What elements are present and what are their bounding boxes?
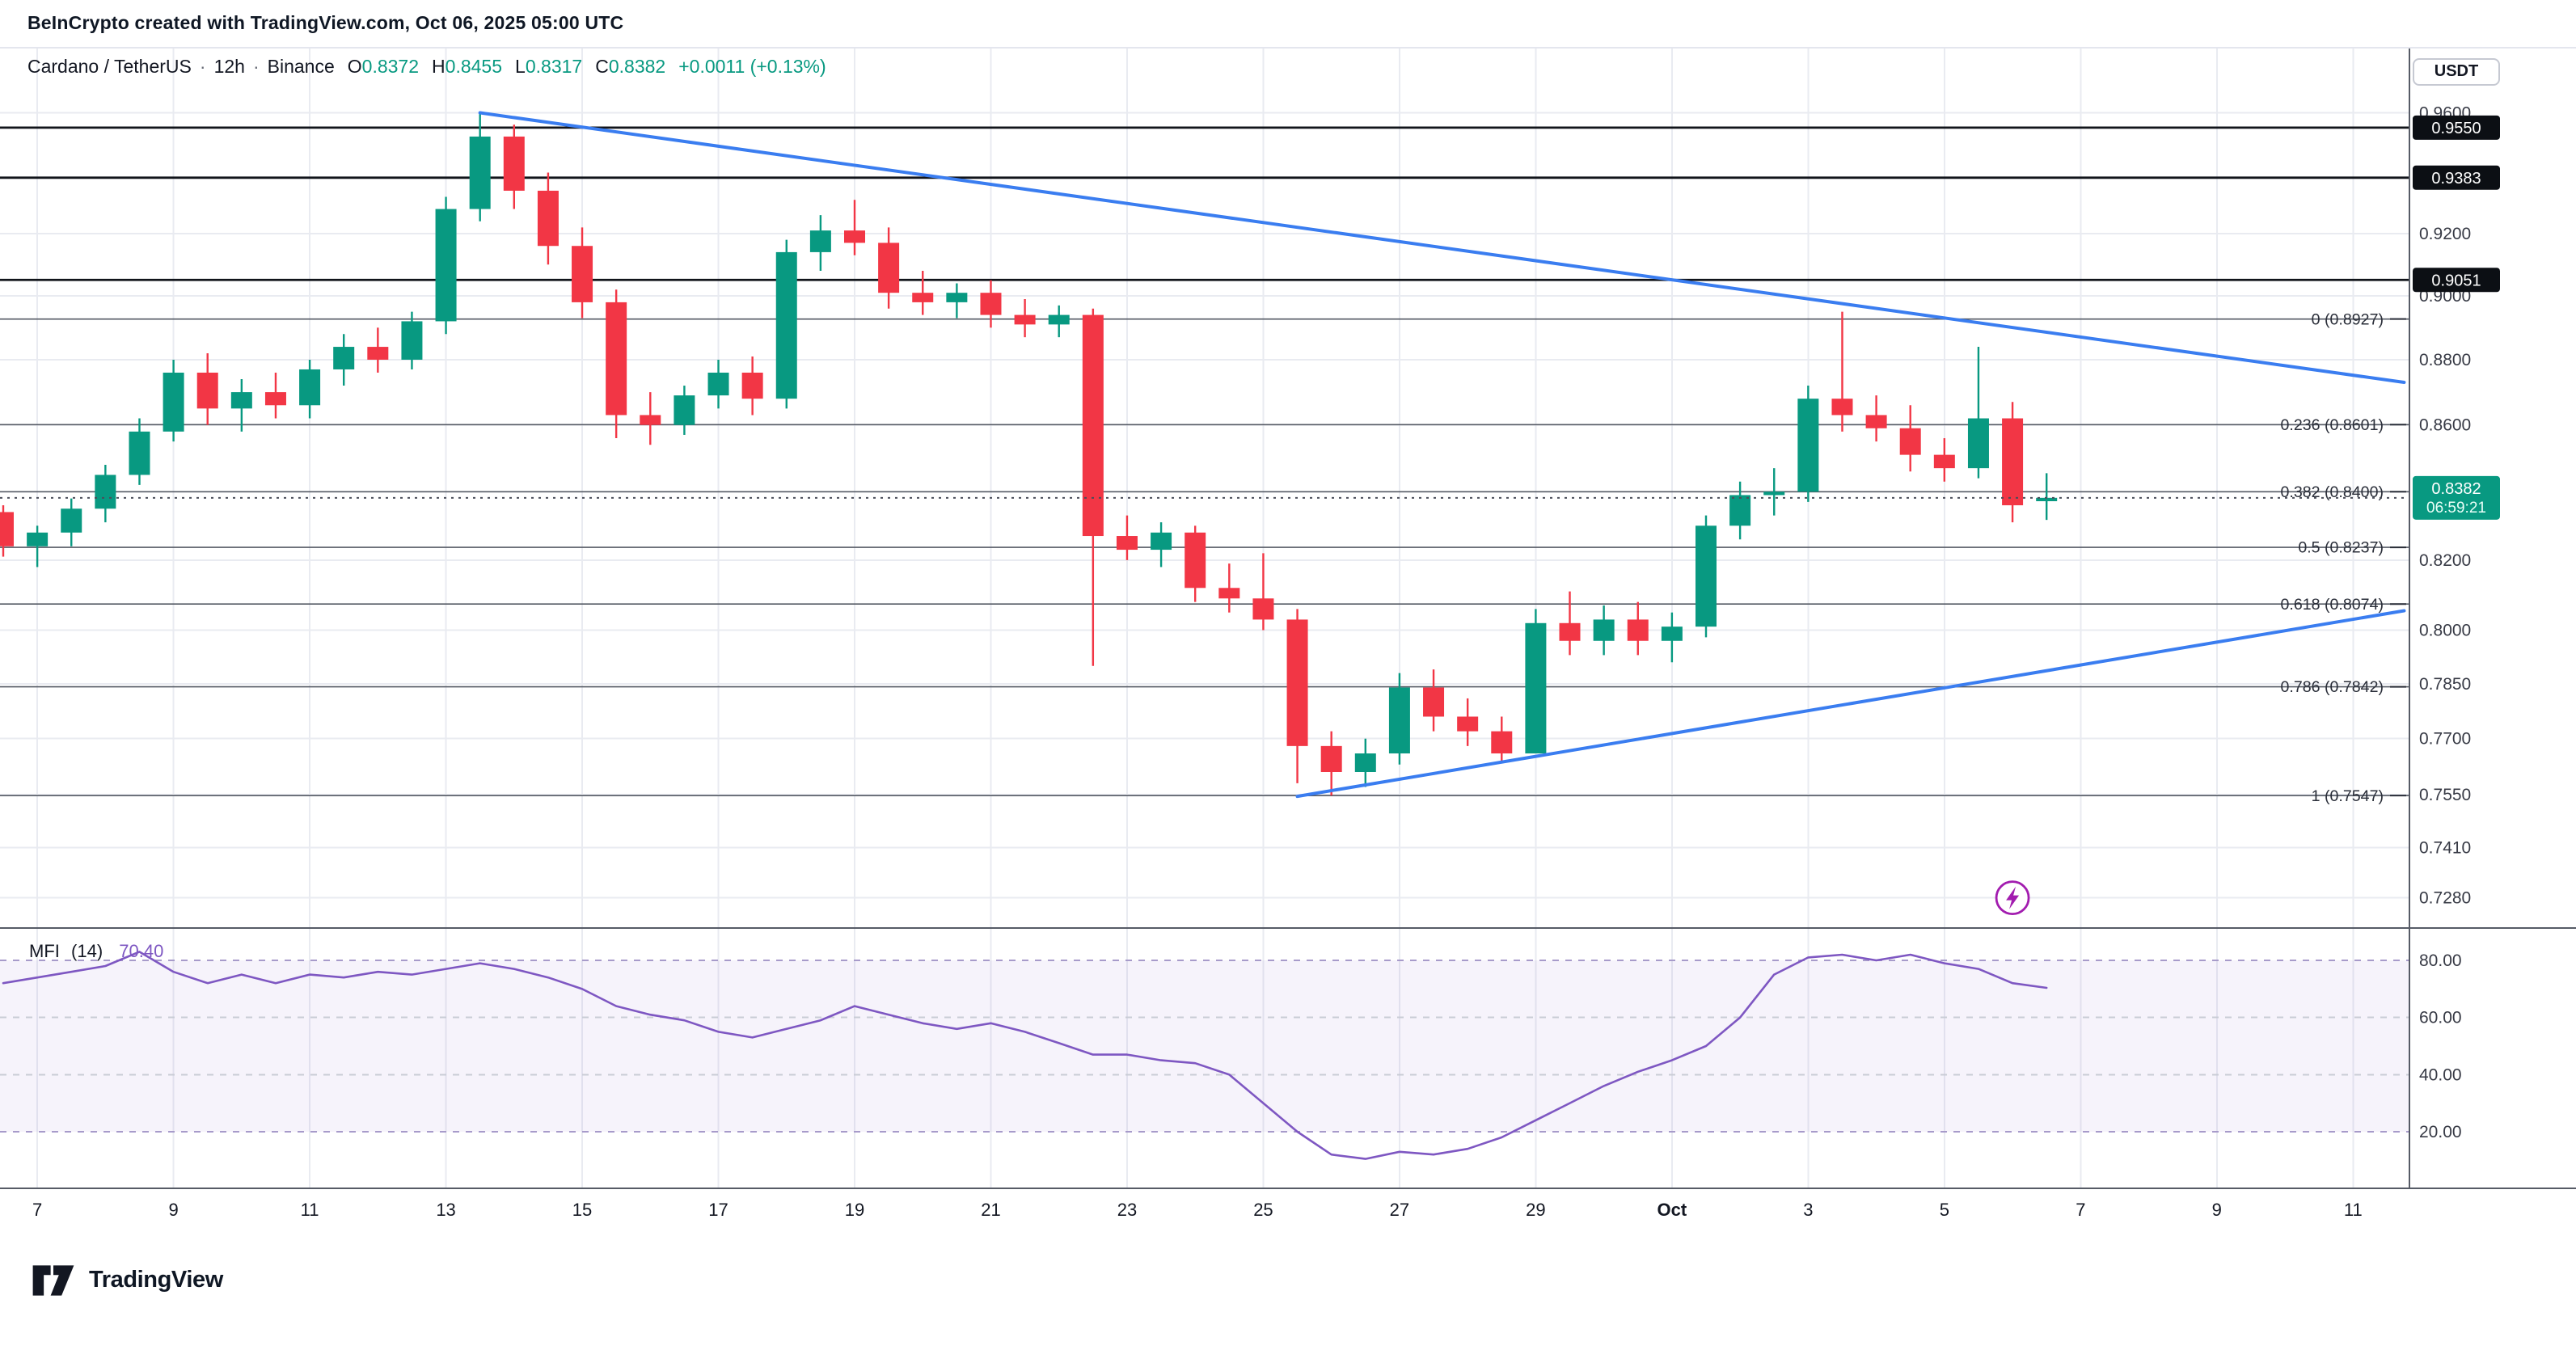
mfi-value: 70.40	[119, 943, 164, 962]
low-label: L	[515, 58, 526, 78]
tradingview-logo-icon	[32, 1265, 74, 1296]
low-value: 0.8317	[525, 58, 583, 78]
attribution-bar: BeInCrypto created with TradingView.com,…	[0, 0, 2576, 49]
change-value: +0.0011 (+0.13%)	[678, 58, 826, 78]
mfi-pane[interactable]	[0, 930, 2409, 1188]
mfi-name: MFI	[29, 943, 60, 962]
mfi-legend[interactable]: MFI (14) 70.40	[29, 943, 163, 962]
close-value: 0.8382	[608, 58, 666, 78]
tradingview-logo[interactable]: TradingView	[29, 1263, 223, 1298]
attribution-text: BeInCrypto created with TradingView.com,…	[27, 14, 624, 33]
open-label: O	[347, 58, 362, 78]
tradingview-logo-text: TradingView	[89, 1268, 223, 1293]
separator-dot: ·	[252, 58, 260, 78]
currency-toggle-button[interactable]: USDT	[2413, 58, 2500, 86]
close-label: C	[595, 58, 609, 78]
interval-label[interactable]: 12h	[213, 58, 245, 78]
separator-dot: ·	[199, 58, 206, 78]
exchange-label[interactable]: Binance	[267, 58, 335, 78]
price-axis[interactable]	[2409, 49, 2576, 1188]
mfi-params: (14)	[71, 943, 103, 962]
symbol-name[interactable]: Cardano / TetherUS	[27, 58, 192, 78]
high-label: H	[432, 58, 446, 78]
symbol-header: Cardano / TetherUS · 12h · Binance O 0.83…	[27, 58, 826, 84]
open-value: 0.8372	[361, 58, 420, 78]
high-value: 0.8455	[445, 58, 503, 78]
price-pane[interactable]	[0, 49, 2409, 930]
time-axis[interactable]	[0, 1188, 2409, 1240]
